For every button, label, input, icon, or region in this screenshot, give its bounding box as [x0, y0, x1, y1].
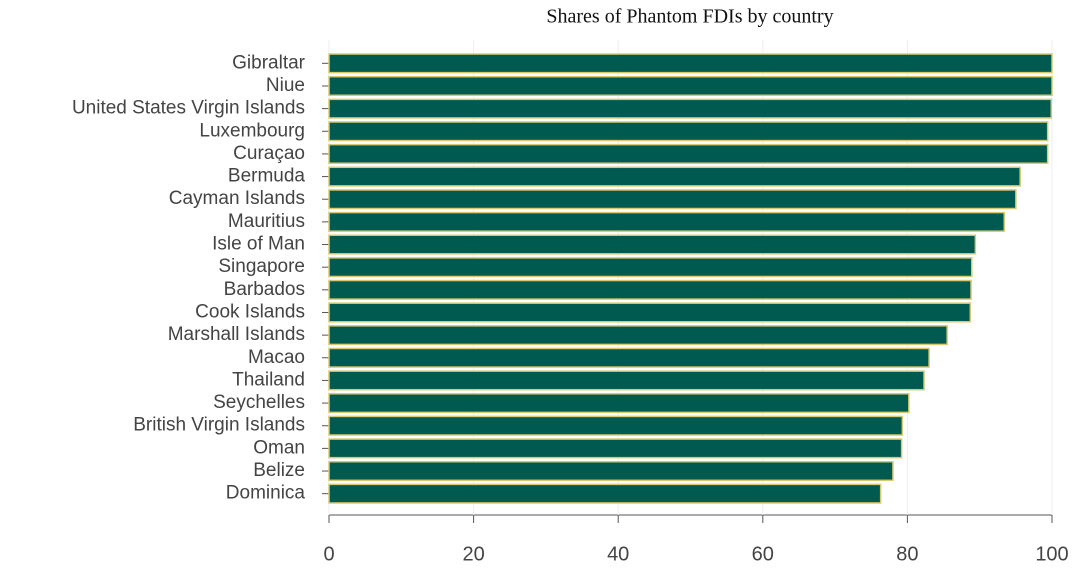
- bar: [328, 189, 1017, 210]
- y-tick-label: Oman: [253, 437, 305, 458]
- x-tick-label: 40: [607, 543, 629, 565]
- bar: [328, 279, 972, 300]
- bar: [328, 98, 1053, 119]
- x-tick-label: 100: [1035, 543, 1068, 565]
- y-tick-label: Barbados: [224, 279, 305, 300]
- bar: [328, 460, 894, 482]
- x-tick-label: 60: [752, 543, 774, 565]
- y-tick-label: Marshall Islands: [168, 324, 305, 345]
- bar: [328, 415, 904, 436]
- y-tick-label: Seychelles: [213, 392, 305, 413]
- y-tick-label: Cayman Islands: [169, 188, 305, 209]
- chart-title: Shares of Phantom FDIs by country: [546, 6, 833, 28]
- y-tick-label: Gibraltar: [232, 52, 306, 73]
- y-tick-label: Bermuda: [228, 166, 306, 187]
- bar: [328, 438, 903, 459]
- y-tick-label: United States Virgin Islands: [72, 98, 305, 119]
- y-tick-label: Cook Islands: [195, 301, 305, 322]
- y-tick-label: Luxembourg: [199, 120, 305, 141]
- bar: [328, 143, 1049, 164]
- y-tick-label: Dominica: [226, 483, 306, 504]
- bar: [328, 234, 977, 255]
- bar: [328, 211, 1006, 232]
- y-tick-label: Mauritius: [228, 211, 305, 232]
- x-tick-label: 0: [323, 543, 334, 565]
- y-tick-label: Curaçao: [233, 143, 305, 164]
- bar: [328, 370, 925, 391]
- y-tick-label: Thailand: [232, 369, 305, 390]
- bar: [328, 325, 948, 346]
- bar: [328, 75, 1053, 97]
- bar: [328, 257, 973, 278]
- bar: [328, 53, 1053, 74]
- y-tick-label: Niue: [266, 75, 305, 96]
- bar: [328, 121, 1049, 142]
- y-tick-label: British Virgin Islands: [133, 415, 305, 436]
- y-tick-label: Macao: [248, 347, 305, 368]
- x-tick-label: 20: [462, 543, 484, 565]
- bar: [328, 483, 882, 504]
- y-tick-label: Singapore: [218, 256, 305, 277]
- y-tick-label: Belize: [253, 460, 305, 481]
- bar: [328, 347, 930, 368]
- x-tick-label: 80: [896, 543, 918, 565]
- bar: [328, 393, 910, 414]
- y-tick-label: Isle of Man: [212, 234, 305, 255]
- bar: [328, 166, 1021, 187]
- bar: [328, 302, 972, 323]
